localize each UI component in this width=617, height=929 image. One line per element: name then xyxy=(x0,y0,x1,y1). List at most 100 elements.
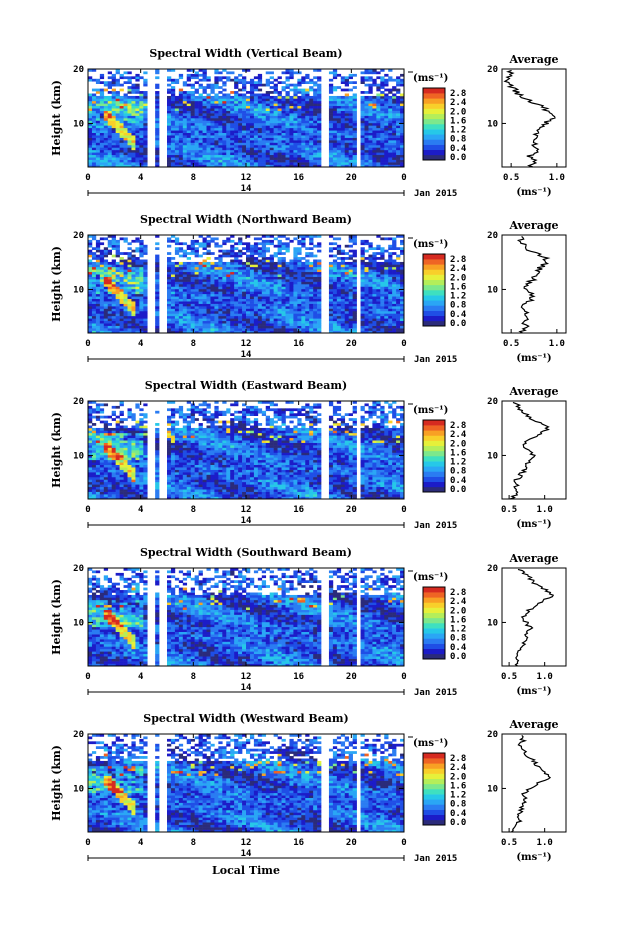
heatmap-cell xyxy=(253,291,259,295)
heatmap-cell xyxy=(372,281,377,285)
heatmap-cell xyxy=(348,328,353,331)
heatmap-cell xyxy=(115,157,120,160)
heatmap-cell xyxy=(344,137,349,141)
heatmap-cell xyxy=(234,259,239,263)
heatmap-cell xyxy=(376,125,381,129)
heatmap-cell xyxy=(198,303,203,307)
heatmap-cell xyxy=(135,257,140,260)
heatmap-cell xyxy=(91,313,97,317)
heatmap-cell xyxy=(174,296,180,299)
heatmap-cell xyxy=(281,149,286,153)
heatmap-cell xyxy=(174,252,180,255)
heatmap-cell xyxy=(253,257,259,260)
heatmap-cell xyxy=(348,108,353,111)
heatmap-cell xyxy=(182,125,188,129)
heatmap-cell xyxy=(273,120,278,124)
heatmap-cell xyxy=(198,274,203,277)
heatmap-cell xyxy=(269,157,274,160)
heatmap-cell xyxy=(115,103,120,107)
heatmap-cell xyxy=(273,135,278,138)
heatmap-cell xyxy=(257,310,263,314)
heatmap-cell xyxy=(218,149,223,153)
heatmap-cell xyxy=(186,135,191,138)
heatmap-cell xyxy=(222,291,227,295)
heatmap-cell xyxy=(384,147,389,151)
heatmap-cell xyxy=(230,315,235,319)
heatmap-cell xyxy=(99,152,105,156)
heatmap-cell xyxy=(186,286,191,290)
heatmap-cell xyxy=(170,147,176,151)
heatmap-cell xyxy=(332,132,338,136)
heatmap-cell xyxy=(115,98,120,102)
heatmap-cell xyxy=(178,291,184,295)
heatmap-cell xyxy=(107,110,112,114)
heatmap-cell xyxy=(297,306,302,309)
heatmap-cell xyxy=(99,91,105,94)
heatmap-cell xyxy=(328,122,334,126)
heatmap-cell xyxy=(309,130,314,133)
heatmap-cell xyxy=(376,318,381,322)
heatmap-cell xyxy=(222,154,227,158)
heatmap-cell xyxy=(360,81,365,84)
heatmap-cell xyxy=(249,157,255,160)
heatmap-cell xyxy=(380,286,385,290)
heatmap-cell xyxy=(269,144,274,148)
heatmap-cell xyxy=(380,118,385,121)
heatmap-cell xyxy=(91,261,97,265)
heatmap-cell xyxy=(336,115,342,119)
heatmap-cell xyxy=(257,293,263,297)
heatmap-cell xyxy=(313,271,318,275)
heatmap-cell xyxy=(285,120,290,124)
heatmap-cell xyxy=(198,162,203,165)
heatmap-cell xyxy=(309,274,314,277)
heatmap-cell xyxy=(242,122,247,126)
heatmap-cell xyxy=(206,95,211,99)
heatmap-cell xyxy=(170,313,176,317)
heatmap-cell xyxy=(155,303,160,307)
heatmap-cell xyxy=(202,276,207,280)
heatmap-cell xyxy=(115,108,120,111)
heatmap-cell xyxy=(285,330,290,334)
heatmap-cell xyxy=(301,303,306,307)
heatmap-cell xyxy=(392,247,397,250)
heatmap-cell xyxy=(261,120,267,124)
heatmap-cell xyxy=(273,254,278,258)
heatmap-cell xyxy=(131,103,136,107)
heatmap-cell xyxy=(396,95,401,99)
heatmap-cell xyxy=(392,323,397,326)
heatmap-cell xyxy=(388,291,393,295)
heatmap-cell xyxy=(265,266,270,270)
heatmap-cell xyxy=(107,306,112,309)
heatmap-cell xyxy=(372,105,377,109)
heatmap-cell xyxy=(360,259,365,263)
heatmap-cell xyxy=(119,105,124,109)
heatmap-cell xyxy=(123,293,128,297)
heatmap-cell xyxy=(170,328,176,331)
heatmap-cell xyxy=(372,159,377,163)
heatmap-cell xyxy=(135,95,140,99)
heatmap-cell xyxy=(139,132,144,136)
heatmap-cell xyxy=(376,95,381,99)
heatmap-cell xyxy=(123,130,128,133)
heatmap-cell xyxy=(186,323,191,326)
heatmap-cell xyxy=(194,140,199,143)
heatmap-cell xyxy=(328,120,334,124)
heatmap-cell xyxy=(384,266,389,270)
heatmap-cell xyxy=(277,257,282,260)
heatmap-cell xyxy=(214,78,219,82)
heatmap-cell xyxy=(289,293,294,297)
heatmap-cell xyxy=(210,303,215,307)
heatmap-cell xyxy=(249,296,255,299)
heatmap-cell xyxy=(202,91,207,94)
heatmap-cell xyxy=(230,130,235,133)
heatmap-cell xyxy=(309,125,314,129)
heatmap-cell xyxy=(400,261,405,265)
heatmap-cell xyxy=(305,320,310,324)
heatmap-cell xyxy=(174,154,180,158)
heatmap-cell xyxy=(103,98,109,102)
heatmap-cell xyxy=(273,261,278,265)
heatmap-cell xyxy=(376,330,381,334)
heatmap-cell xyxy=(257,115,263,119)
heatmap-cell xyxy=(261,291,267,295)
heatmap-cell xyxy=(309,306,314,309)
